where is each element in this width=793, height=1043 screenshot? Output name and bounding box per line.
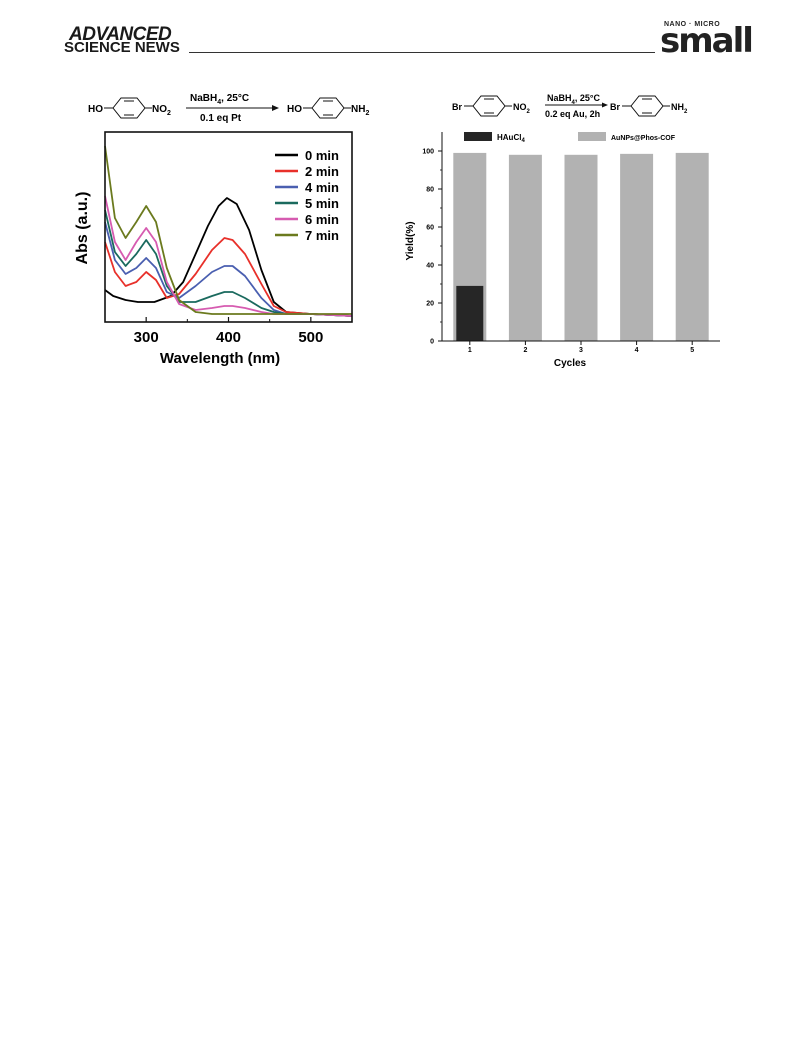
bar-y-tick-label-2: 40 <box>426 263 434 270</box>
bar-legend-swatch-hauCl4 <box>464 132 492 141</box>
bar-y-axis-label: Yield(%) <box>405 221 416 260</box>
uv-series-line-1 <box>104 237 353 317</box>
uv-legend-label-2: 4 min <box>305 180 339 195</box>
bar-main-1 <box>508 154 542 341</box>
bar-x-tick-label-3: 4 <box>635 347 639 354</box>
bar-legend-label-hauCl4: HAuCl4 <box>497 133 525 144</box>
left-product-nh: NH2 <box>351 104 369 117</box>
uv-x-ticks: 300 400 500 <box>134 317 323 346</box>
right-condition-bottom: 0.2 eq Au, 2h <box>545 109 600 119</box>
right-product-nh: NH2 <box>671 102 688 115</box>
left-scheme: HO NO2 NaBH4, 25°C 0.1 eq Pt HO NH2 <box>88 93 369 124</box>
uv-x-tick-label-1: 400 <box>216 329 241 346</box>
right-scheme: Br NO2 NaBH4, 25°C 0.2 eq Au, 2h Br NH2 <box>452 93 688 119</box>
bar-y-tick-label-3: 60 <box>426 225 434 232</box>
uv-series-line-3 <box>104 209 353 317</box>
bar-x-tick-label-2: 3 <box>579 347 583 354</box>
brand-science-news: SCIENCE NEWS <box>64 39 180 56</box>
bar-y-tick-label-5: 100 <box>422 149 434 156</box>
right-reactant-br: Br <box>452 102 462 112</box>
left-reactant-ho: HO <box>88 104 103 115</box>
header-rule <box>189 52 655 53</box>
uv-legend-label-5: 7 min <box>305 228 339 243</box>
left-product-ho: HO <box>287 104 302 115</box>
bar-y-tick-label-1: 20 <box>426 301 434 308</box>
right-condition-top: NaBH4, 25°C <box>547 93 600 106</box>
bar-legend-swatch-aunps <box>578 132 606 141</box>
bar-legend-label-aunps: AuNPs@Phos-COF <box>611 135 676 142</box>
journal-name: small <box>660 21 754 61</box>
bar-x-tick-label-0: 1 <box>468 347 472 354</box>
uv-x-axis-label: Wavelength (nm) <box>160 350 280 367</box>
uv-legend-label-0: 0 min <box>305 148 339 163</box>
right-reactant-no: NO2 <box>513 102 531 115</box>
uv-legend-label-3: 5 min <box>305 196 339 211</box>
left-reactant-no: NO2 <box>152 104 171 117</box>
right-product-br: Br <box>610 102 620 112</box>
bar-y-tick-label-4: 80 <box>426 187 434 194</box>
bar-main-3 <box>620 153 654 341</box>
bar-main-4 <box>675 152 709 341</box>
bar-x-tick-label-4: 5 <box>690 347 694 354</box>
page-header: ADVANCED SCIENCE NEWS NANO · MICRO small <box>0 0 793 60</box>
bar-legend: HAuCl4 AuNPs@Phos-COF <box>464 132 676 144</box>
bar-x-axis-label: Cycles <box>554 358 587 369</box>
uv-series-group <box>104 145 353 317</box>
uv-y-axis-label: Abs (a.u.) <box>74 192 91 265</box>
bar-y-tick-label-0: 0 <box>430 339 434 346</box>
uv-series-line-0 <box>104 197 353 317</box>
left-condition-top: NaBH4, 25°C <box>190 93 249 106</box>
uv-series-line-2 <box>104 221 353 317</box>
uv-series-line-5 <box>104 145 352 315</box>
uv-legend-label-4: 6 min <box>305 212 339 227</box>
yield-bar-chart: HAuCl4 AuNPs@Phos-COF 0 20 40 60 80 100 1 2 3 4 5 C… <box>405 132 720 369</box>
brand-advanced: ADVANCED <box>69 24 172 45</box>
left-condition-bottom: 0.1 eq Pt <box>200 113 242 124</box>
uv-x-tick-label-0: 300 <box>134 329 159 346</box>
bar-axes: 0 20 40 60 80 100 1 2 3 4 5 <box>422 132 720 354</box>
bar-main-2 <box>564 154 598 341</box>
bar-overlay-0 <box>456 285 484 341</box>
uv-legend-label-1: 2 min <box>305 164 339 179</box>
bar-group <box>453 152 709 341</box>
journal-super: NANO · MICRO <box>664 21 721 28</box>
bar-x-tick-label-1: 2 <box>523 347 527 354</box>
uv-x-tick-label-2: 500 <box>298 329 323 346</box>
